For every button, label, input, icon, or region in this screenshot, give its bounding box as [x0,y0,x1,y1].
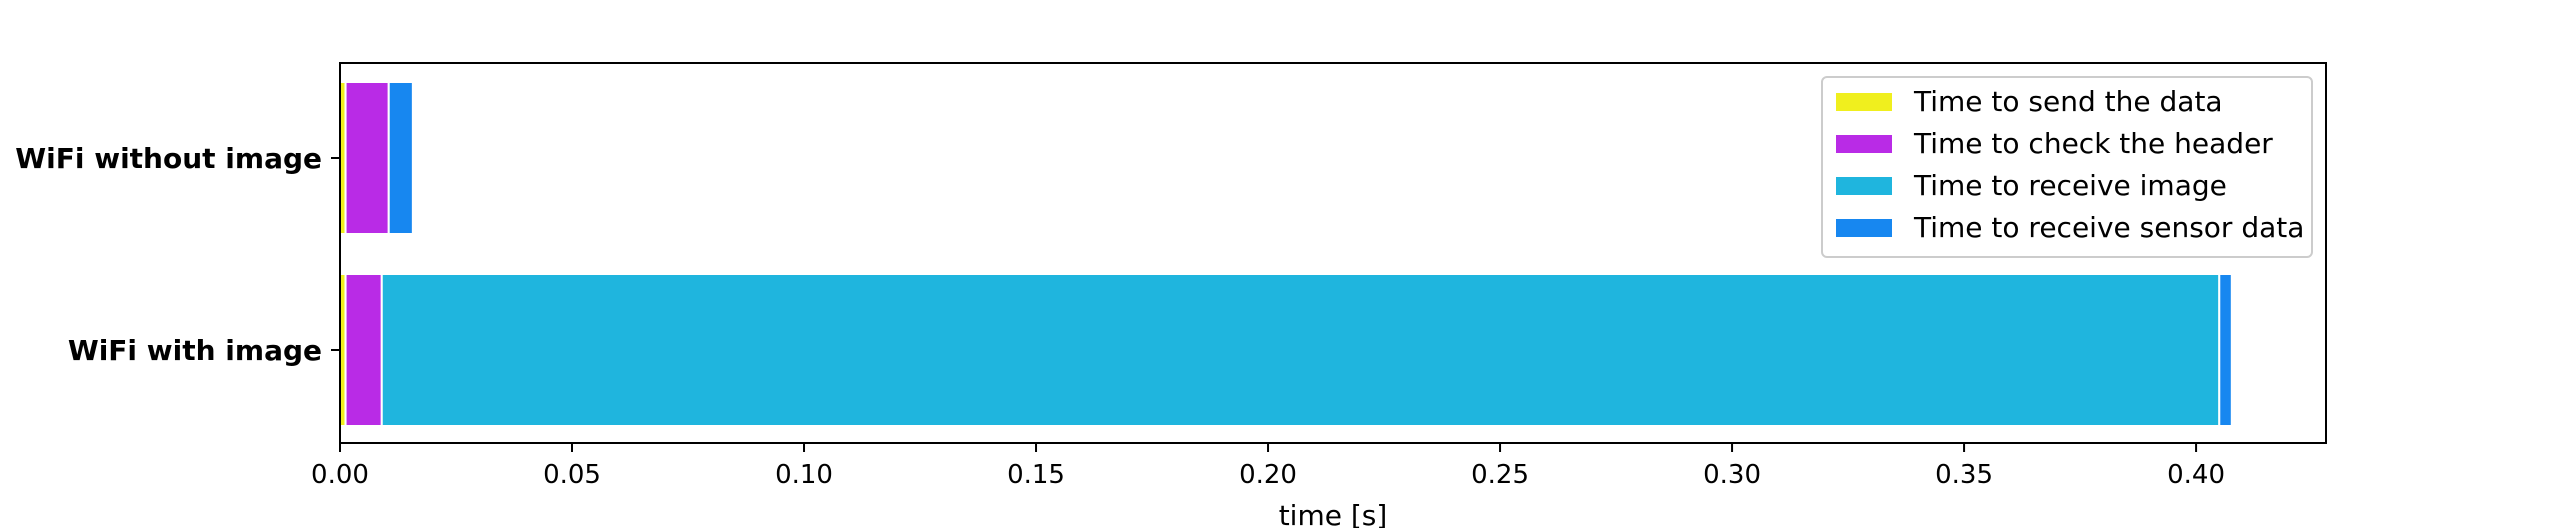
x-axis-ticks: 0.00 0.05 0.10 0.15 0.20 0.25 0.30 0.35 0.40 [311,443,2225,490]
x-tick-label: 0.00 [311,460,369,490]
legend-swatch [1836,93,1892,111]
bar-segment-2-4 [2218,273,2233,427]
y-category-label: WiFi without image [15,142,322,175]
legend-swatch [1836,135,1892,153]
x-tick-label: 0.35 [1935,460,1993,490]
bar-segment-2-3 [380,273,2221,427]
y-axis-categories: WiFi without image WiFi with image [15,142,340,367]
x-tick-label: 0.25 [1471,460,1529,490]
legend-swatch [1836,219,1892,237]
y-category-label: WiFi with image [68,334,322,367]
bar-segment-1-4 [387,81,414,235]
legend-label: Time to check the header [1913,127,2273,160]
plot-area [339,62,2327,444]
bars-layer [339,81,2233,427]
legend: Time to send the data Time to check the h… [1821,76,2313,258]
bar-segment-2-2 [344,273,383,427]
x-tick-label: 0.40 [2167,460,2225,490]
x-tick-label: 0.10 [775,460,833,490]
x-tick-label: 0.30 [1703,460,1761,490]
x-axis-title: time [s] [1279,499,1388,528]
x-tick-label: 0.15 [1007,460,1065,490]
x-tick-label: 0.20 [1239,460,1297,490]
legend-label: Time to receive sensor data [1913,211,2304,244]
legend-label: Time to receive image [1913,169,2227,202]
legend-label: Time to send the data [1913,85,2223,118]
x-tick-label: 0.05 [543,460,601,490]
bar-segment-1-2 [344,81,390,235]
legend-swatch [1836,177,1892,195]
legend-box [1821,76,2313,258]
